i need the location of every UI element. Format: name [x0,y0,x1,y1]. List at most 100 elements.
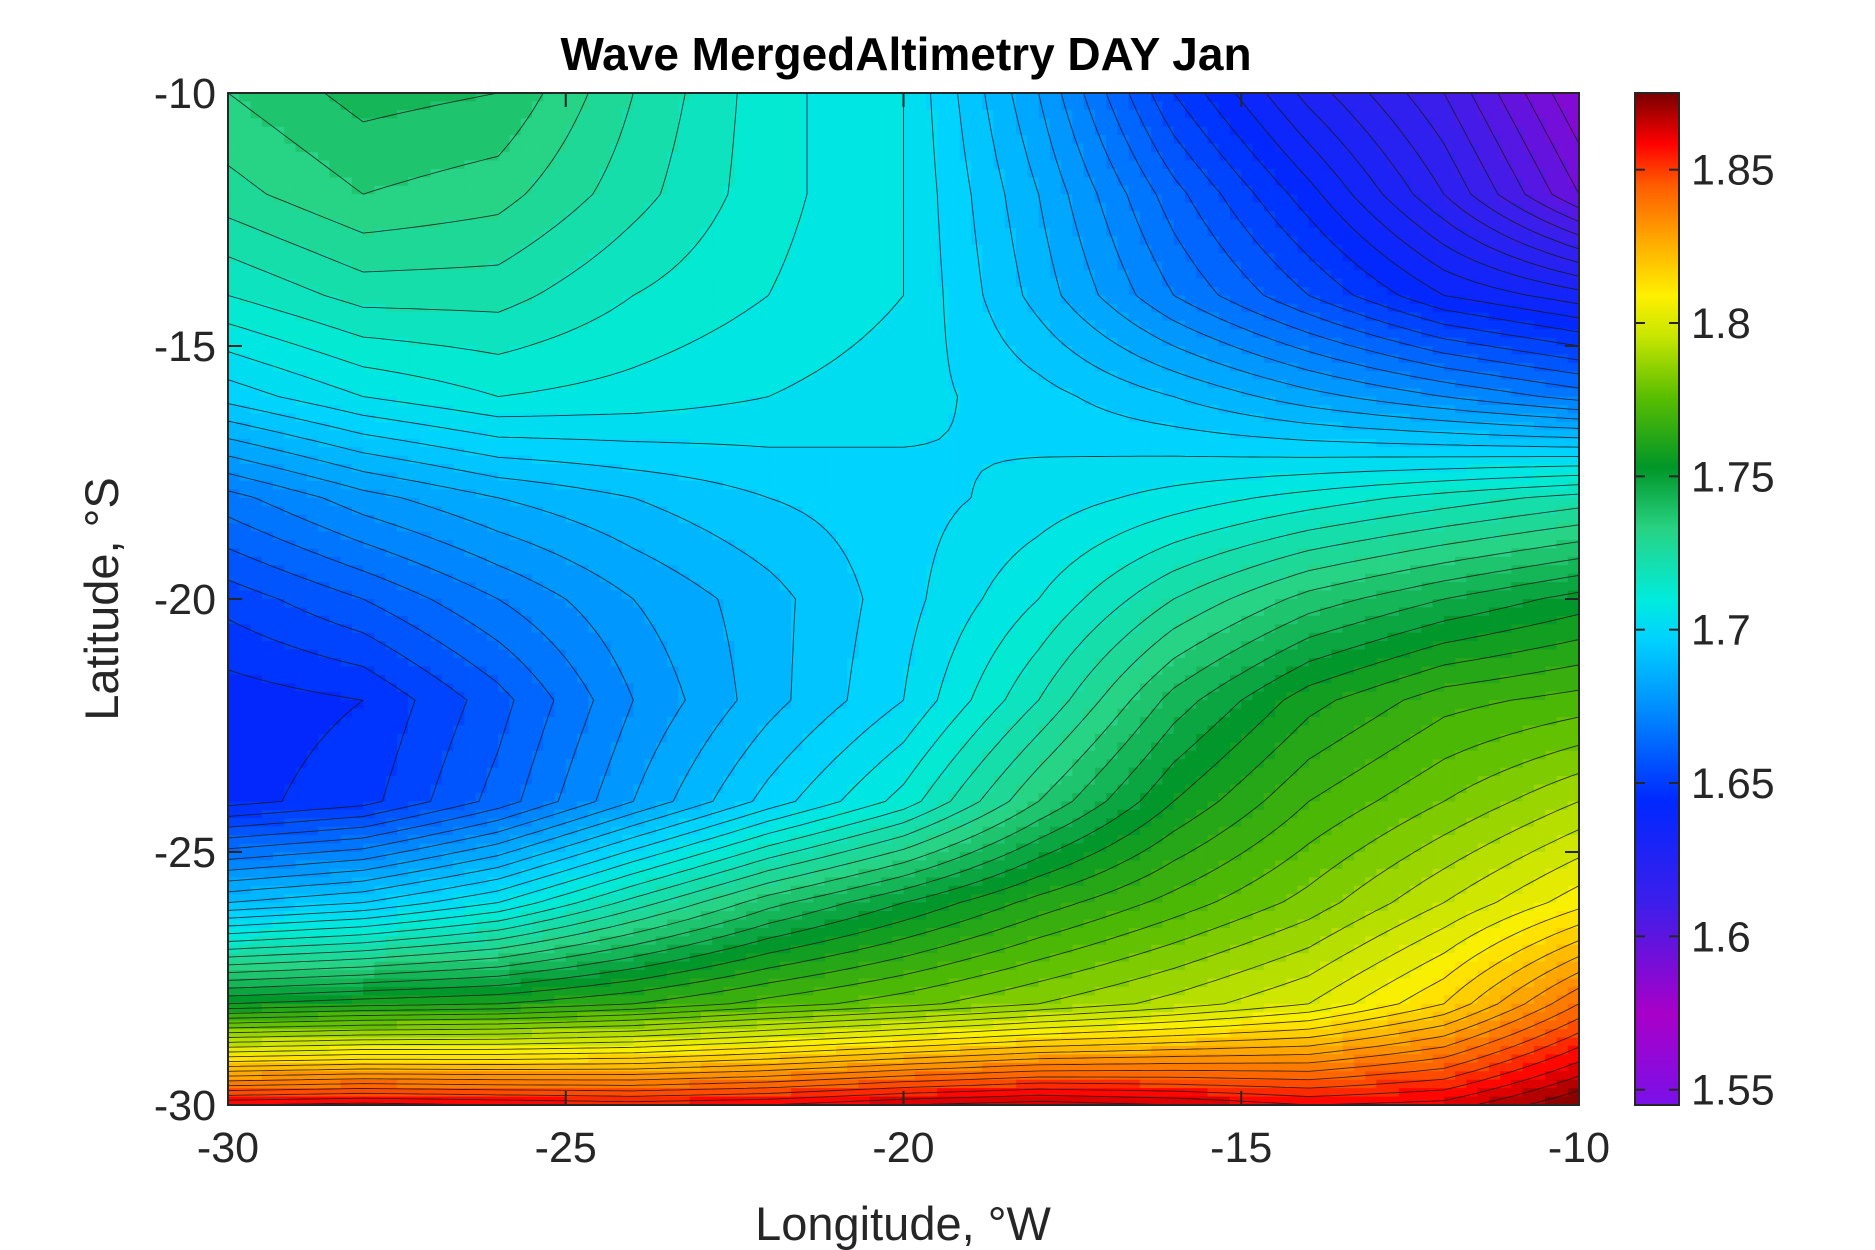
contour-cell [757,278,769,288]
contour-cell [937,396,950,406]
contour-cell [1106,244,1119,254]
contour-cell [926,438,938,448]
contour-cell [1106,405,1119,415]
contour-cell [1421,405,1434,415]
contour-cell [1241,278,1254,288]
contour-cell [295,362,308,372]
contour-cell [385,438,398,448]
contour-cell [678,227,691,237]
contour-cell [892,371,905,381]
contour-cell [1162,278,1175,288]
contour-cell [948,371,961,381]
contour-cell [306,109,319,119]
contour-cell [1443,413,1456,423]
contour-cell [971,421,983,431]
contour-cell [712,379,724,389]
contour-cell [1533,135,1546,145]
contour-cell [1027,194,1040,204]
contour-cell [1094,430,1107,440]
contour-cell [554,312,567,322]
contour-cell [509,421,522,431]
contour-cell [1083,320,1096,330]
contour-cell [329,227,342,237]
contour-cell [745,219,758,229]
contour-cell [802,253,815,263]
contour-cell [723,286,736,296]
contour-cell [577,295,589,305]
contour-cell [1545,177,1558,187]
contour-cell [779,312,792,322]
contour-cell [1556,405,1569,415]
contour-cell [1162,236,1175,246]
contour-cell [531,219,544,229]
contour-cell [464,143,477,153]
contour-cell [858,143,871,153]
contour-cell [1286,236,1299,246]
contour-cell [1533,346,1546,356]
contour-cell [453,388,466,398]
contour-cell [1331,109,1344,119]
contour-cell [1522,126,1535,136]
contour-cell [880,337,893,347]
contour-cell [577,194,589,204]
contour-cell [1443,160,1456,170]
contour-cell [1004,379,1017,389]
contour-cell [475,354,488,364]
contour-cell [273,312,285,322]
contour-cell [1016,253,1028,263]
contour-cell [937,438,950,448]
contour-cell [1477,286,1490,296]
contour-cell [430,194,443,204]
contour-cell [1443,135,1456,145]
contour-cell [228,202,240,212]
contour-cell [577,405,589,415]
contour-cell [1151,303,1164,313]
contour-cell [1173,346,1186,356]
contour-cell [1196,211,1209,221]
contour-cell [768,379,781,389]
contour-cell [239,211,252,221]
contour-cell [1533,253,1546,263]
contour-cell [284,118,297,128]
contour-cell [610,337,623,347]
contour-cell [1398,253,1411,263]
contour-cell [363,168,375,178]
contour-cell [441,101,454,111]
contour-cell [1320,101,1332,111]
contour-cell [1286,362,1299,372]
contour-cell [1151,312,1164,322]
contour-cell [1511,126,1524,136]
contour-cell [554,379,567,389]
contour-cell [1218,253,1231,263]
contour-cell [1522,211,1535,221]
contour-cell [1410,135,1422,145]
contour-cell [858,413,871,423]
contour-cell [1297,219,1310,229]
contour-cell [1072,152,1085,162]
contour-cell [903,388,916,398]
contour-cell [486,295,499,305]
contour-cell [1207,278,1220,288]
contour-cell [1072,329,1085,339]
contour-cell [374,438,387,448]
contour-cell [374,430,387,440]
contour-cell [689,202,702,212]
contour-cell [464,253,477,263]
contour-cell [599,371,612,381]
contour-cell [464,278,477,288]
contour-cell [926,320,938,330]
contour-cell [689,185,702,195]
contour-cell [1398,126,1411,136]
contour-cell [329,295,342,305]
contour-cell [1218,329,1231,339]
contour-cell [768,354,781,364]
contour-cell [1128,421,1141,431]
contour-cell [1117,118,1130,128]
contour-cell [802,219,815,229]
contour-cell [1455,185,1468,195]
contour-cell [1365,270,1377,280]
contour-cell [1376,93,1389,103]
contour-cell [1353,126,1366,136]
contour-cell [1432,244,1445,254]
contour-cell [1567,337,1579,347]
